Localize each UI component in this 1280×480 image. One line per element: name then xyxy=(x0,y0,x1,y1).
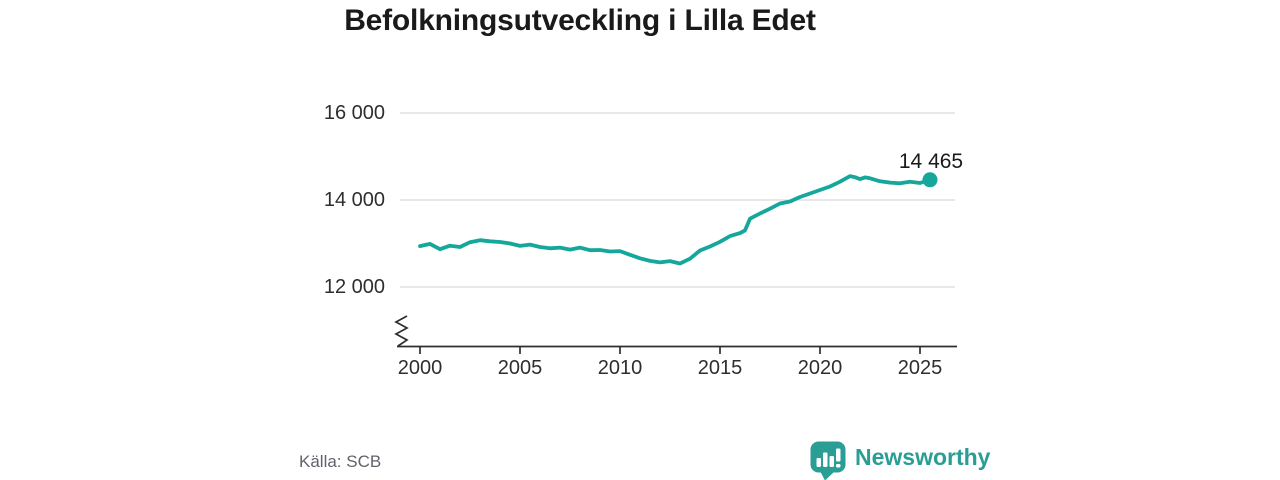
y-tick-label-14000: 14 000 xyxy=(323,189,385,211)
latest-value-label: 14 465 xyxy=(898,150,964,173)
x-tick-label-2005: 2005 xyxy=(497,357,543,379)
population-line xyxy=(418,174,932,266)
newsworthy-logo: Newsworthy xyxy=(810,441,990,480)
series-end-dot xyxy=(922,172,938,188)
x-tick-label-2025: 2025 xyxy=(897,357,943,379)
x-tick-label-2010: 2010 xyxy=(597,357,643,379)
y-tick-label-16000: 16 000 xyxy=(323,102,385,124)
newsworthy-wordmark: Newsworthy xyxy=(855,444,991,470)
y-tick-label-12000: 12 000 xyxy=(323,276,385,298)
y-axis-break-icon xyxy=(394,315,409,347)
source-note: Källa: SCB xyxy=(299,452,382,471)
x-tick-label-2015: 2015 xyxy=(697,357,743,379)
x-tick-label-2020: 2020 xyxy=(797,357,843,379)
chart-title: Befolkningsutveckling i Lilla Edet xyxy=(344,4,816,37)
newsworthy-bubble-chart-icon xyxy=(810,441,846,480)
x-tick-label-2000: 2000 xyxy=(397,357,443,379)
